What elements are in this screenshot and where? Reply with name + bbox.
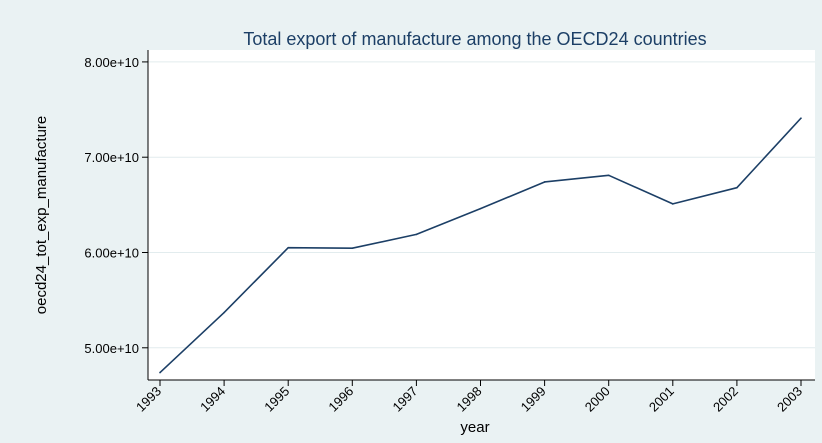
axes (147, 50, 815, 381)
chart-title: Total export of manufacture among the OE… (243, 29, 706, 49)
y-tick-label-1: 6.00e+10 (84, 245, 139, 260)
y-tick-label-3: 8.00e+10 (84, 55, 139, 70)
data-point-0-9 (736, 186, 738, 189)
x-tick-label-4: 1997 (389, 384, 420, 415)
x-tick-label-1: 1994 (197, 384, 228, 415)
x-tick-label-3: 1996 (325, 384, 356, 415)
data-point-0-7 (607, 174, 610, 177)
y-tick-label-0: 5.00e+10 (84, 341, 139, 356)
x-tick-label-10: 2003 (774, 384, 805, 415)
x-tick-label-0: 1993 (133, 384, 164, 415)
data-point-0-2 (287, 246, 290, 249)
y-axis-ticks: 5.00e+10 6.00e+10 7.00e+10 8.00e+10 (84, 55, 148, 356)
plot-area (148, 50, 815, 380)
x-axis-title: year (460, 419, 489, 436)
data-point-0-0 (159, 371, 161, 374)
data-point-0-1 (223, 311, 225, 314)
y-axis-title: oecd24_tot_exp_manufacture (33, 116, 50, 314)
x-tick-label-9: 2002 (710, 384, 741, 415)
x-tick-label-5: 1998 (454, 384, 485, 415)
grid-lines (148, 61, 815, 349)
x-tick-label-6: 1999 (518, 384, 549, 415)
series-layer (159, 117, 802, 374)
data-point-0-3 (351, 247, 354, 250)
x-tick-label-8: 2001 (646, 384, 677, 415)
data-point-0-5 (479, 207, 482, 210)
data-point-0-6 (543, 181, 546, 183)
x-tick-label-7: 2000 (582, 384, 613, 415)
data-point-0-4 (415, 233, 418, 236)
x-tick-label-2: 1995 (261, 384, 292, 415)
y-tick-label-2: 7.00e+10 (84, 150, 139, 165)
data-point-0-10 (800, 117, 802, 119)
x-axis-ticks: 1993 1994 1995 1996 1997 1998 1999 2000 2001 2002… (133, 380, 805, 415)
data-point-0-8 (672, 203, 674, 205)
